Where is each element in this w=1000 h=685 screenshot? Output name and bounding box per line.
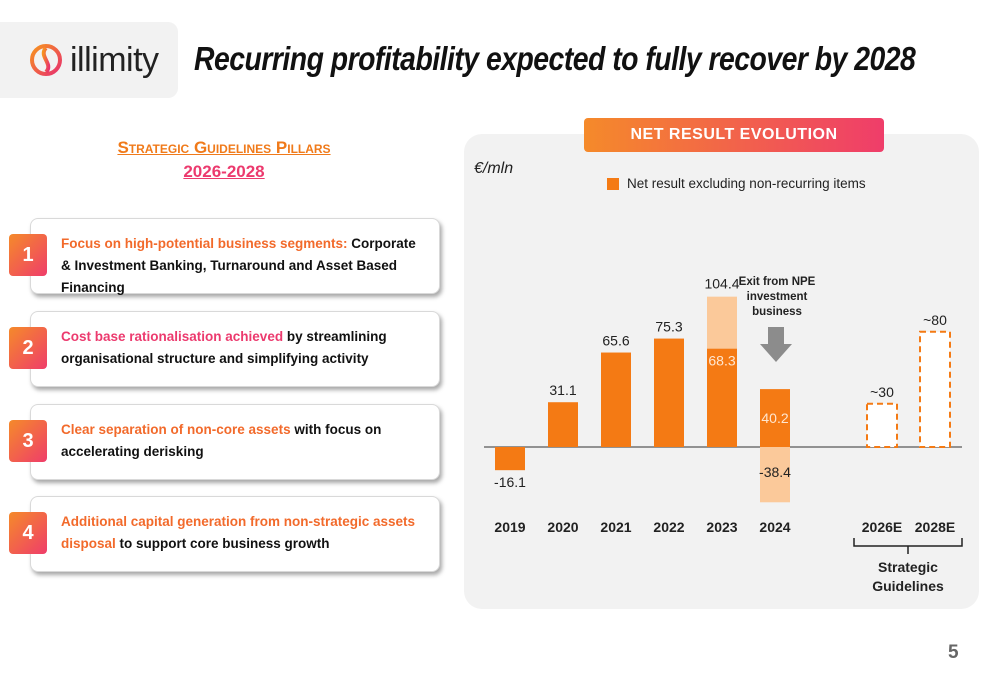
x-tick-2028E: 2028E — [915, 519, 955, 535]
pillar-card-2: Cost base rationalisation achieved by st… — [30, 311, 440, 387]
legend-swatch — [607, 177, 619, 190]
x-tick-2022: 2022 — [653, 519, 684, 535]
net-result-chart: -16.1 31.1 65.6 75.3 104.4 68.3 40.2 -38.4 Exit … — [484, 276, 963, 594]
pillar-number-badge: 3 — [9, 420, 47, 462]
bar-2022 — [654, 338, 684, 447]
chart-legend: Net result excluding non-recurring items — [607, 176, 866, 191]
bar-2021 — [601, 352, 631, 447]
pillars-heading-line2: 2026-2028 — [183, 162, 265, 181]
bar-2023-nonrecurring — [707, 296, 737, 349]
annotation-exit-npe: Exit from NPE investment business — [739, 276, 816, 318]
pillar-text: by streamlining organisational structure… — [61, 329, 387, 366]
data-label-2021: 65.6 — [602, 333, 629, 349]
down-arrow-icon — [760, 327, 792, 362]
pillar-card-4: Additional capital generation from non-s… — [30, 496, 440, 572]
pillar-number-badge: 4 — [9, 512, 47, 554]
x-tick-2026E: 2026E — [862, 519, 902, 535]
logo-container: illimity — [0, 22, 178, 98]
x-tick-2019: 2019 — [494, 519, 525, 535]
page-number: 5 — [948, 642, 959, 663]
pillars-heading: Strategic Guidelines Pillars 2026-2028 — [94, 136, 354, 184]
pillar-highlight: Cost base rationalisation achieved — [61, 329, 284, 344]
pillar-text: to support core business growth — [115, 536, 330, 551]
bar-2019 — [495, 447, 525, 471]
pillar-number-badge: 2 — [9, 327, 47, 369]
target-bar-2026E — [866, 402, 898, 448]
target-bar-2028E — [919, 330, 951, 448]
data-label-2022: 75.3 — [655, 319, 682, 335]
data-label-2028E: ~80 — [923, 312, 947, 328]
x-tick-2023: 2023 — [706, 519, 737, 535]
illimity-logo-icon — [28, 42, 64, 78]
pillar-card-3: Clear separation of non-core assets with… — [30, 404, 440, 480]
x-tick-2024: 2024 — [759, 519, 790, 535]
x-tick-2020: 2020 — [547, 519, 578, 535]
data-label-2020: 31.1 — [549, 382, 576, 398]
bar-2020 — [548, 402, 578, 447]
data-label-2023-recurring: 68.3 — [708, 353, 735, 369]
pillars-heading-line1: Strategic Guidelines Pillars — [117, 138, 331, 157]
chart-panel-header: NET RESULT EVOLUTION — [584, 118, 884, 152]
data-label-2024-recurring: 40.2 — [761, 410, 788, 426]
data-label-2024-nonrecurring: -38.4 — [759, 464, 791, 480]
x-tick-2021: 2021 — [600, 519, 631, 535]
data-label-2023-total: 104.4 — [704, 276, 739, 292]
strategic-guidelines-label: Strategic Guidelines — [872, 559, 944, 594]
pillar-highlight: Focus on high-potential business segment… — [61, 236, 348, 251]
bar-2024-nonrecurring — [760, 447, 790, 503]
data-label-2019: -16.1 — [494, 474, 526, 490]
pillar-highlight: Additional capital generation from non-s… — [61, 514, 416, 551]
pillar-number-badge: 1 — [9, 234, 47, 276]
pillar-text: with focus on accelerating derisking — [61, 422, 382, 459]
chart-unit-label: €/mln — [474, 160, 514, 177]
pillar-highlight: Clear separation of non-core assets — [61, 422, 291, 437]
bar-2023-recurring — [707, 348, 737, 447]
legend-label: Net result excluding non-recurring items — [627, 176, 866, 191]
data-label-2026E: ~30 — [870, 384, 894, 400]
bar-2024-recurring — [760, 389, 790, 447]
pillar-text: Corporate & Investment Banking, Turnarou… — [61, 236, 416, 295]
page-title: Recurring profitability expected to full… — [194, 40, 916, 77]
logo-text: illimity — [70, 40, 159, 79]
pillar-card-1: Focus on high-potential business segment… — [30, 218, 440, 295]
strategic-guidelines-bracket — [853, 538, 963, 554]
